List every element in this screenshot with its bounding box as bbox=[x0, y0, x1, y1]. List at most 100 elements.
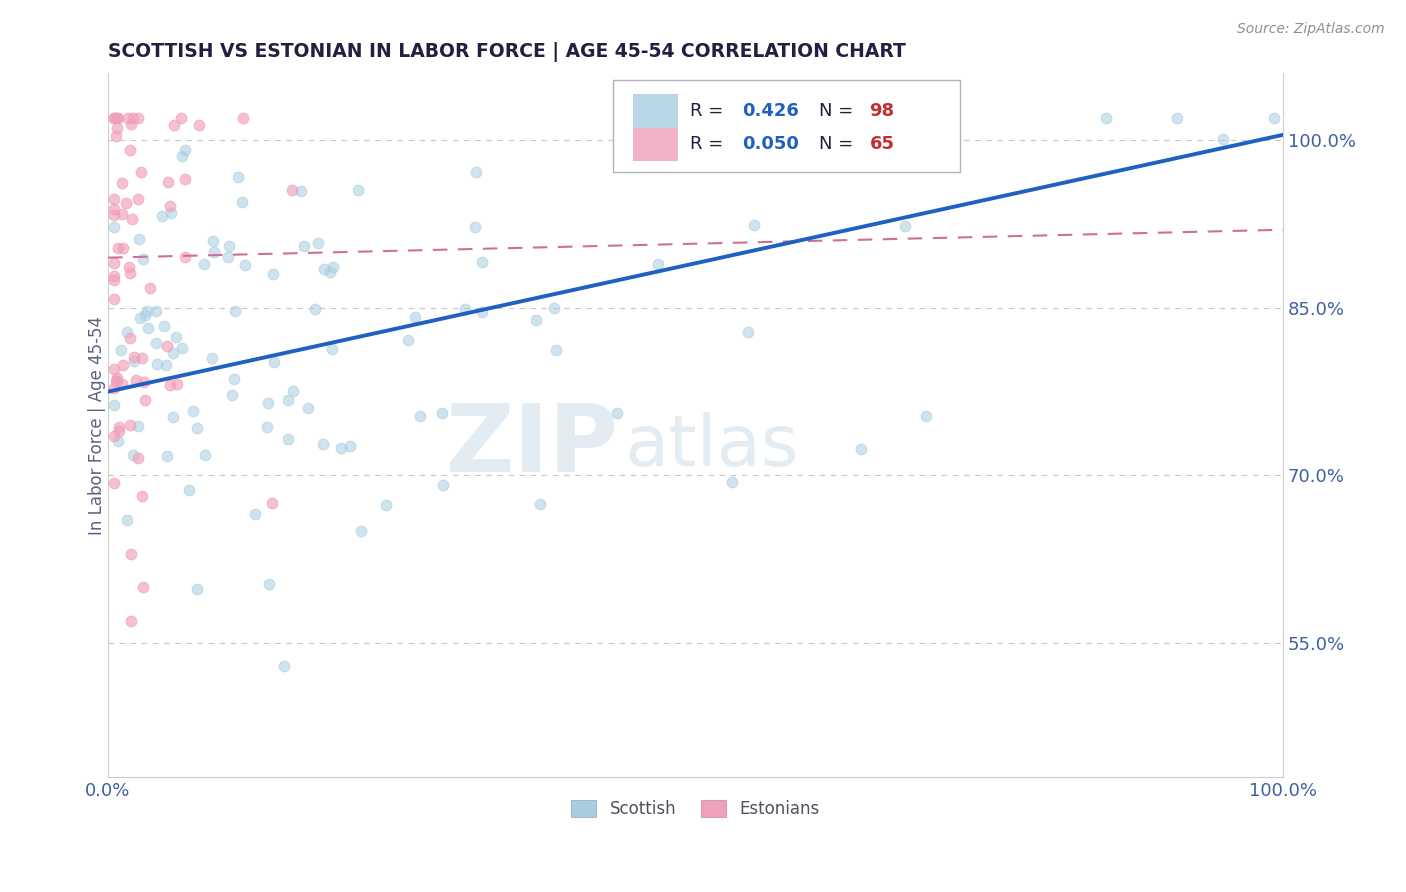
Point bbox=[312, 261, 335, 276]
Point bbox=[114, 196, 136, 211]
Point bbox=[156, 449, 179, 463]
Point bbox=[224, 304, 246, 318]
Point bbox=[396, 333, 419, 347]
Point bbox=[170, 341, 193, 355]
Point bbox=[221, 388, 243, 402]
Point bbox=[159, 377, 181, 392]
Point bbox=[404, 310, 426, 324]
Point bbox=[117, 111, 139, 125]
Point bbox=[103, 202, 125, 217]
Point bbox=[1263, 111, 1285, 125]
Point bbox=[115, 325, 138, 339]
Point bbox=[546, 343, 568, 358]
Point bbox=[464, 164, 486, 178]
Point bbox=[107, 434, 129, 449]
Point bbox=[103, 269, 125, 284]
Point bbox=[409, 409, 432, 424]
Point bbox=[262, 267, 284, 281]
Point bbox=[145, 336, 167, 351]
Point bbox=[127, 450, 149, 465]
Point bbox=[111, 241, 134, 255]
Text: Source: ZipAtlas.com: Source: ZipAtlas.com bbox=[1237, 22, 1385, 37]
Text: N =: N = bbox=[818, 136, 859, 153]
Point bbox=[218, 239, 240, 253]
Point bbox=[120, 117, 142, 131]
Point bbox=[145, 304, 167, 318]
Point bbox=[105, 374, 128, 388]
Point bbox=[350, 524, 373, 539]
Point bbox=[245, 507, 267, 521]
Point bbox=[166, 376, 188, 391]
Point bbox=[105, 129, 128, 144]
Point bbox=[1094, 111, 1116, 125]
Point bbox=[103, 381, 125, 395]
Point bbox=[188, 119, 211, 133]
Point bbox=[430, 406, 453, 420]
Point bbox=[160, 206, 183, 220]
Text: ZIP: ZIP bbox=[446, 401, 619, 492]
Point bbox=[339, 438, 361, 452]
Point bbox=[139, 280, 162, 294]
Point bbox=[256, 419, 278, 434]
Point bbox=[136, 304, 159, 318]
Point bbox=[146, 357, 169, 371]
Point bbox=[179, 483, 201, 497]
Text: R =: R = bbox=[689, 136, 728, 153]
Point bbox=[122, 351, 145, 365]
Point bbox=[104, 374, 127, 388]
Point bbox=[118, 417, 141, 432]
Point bbox=[136, 320, 159, 334]
Point bbox=[122, 354, 145, 368]
Text: R =: R = bbox=[689, 102, 728, 120]
Point bbox=[181, 403, 204, 417]
Point bbox=[131, 488, 153, 502]
Point bbox=[105, 111, 128, 125]
Point bbox=[127, 419, 149, 434]
Point bbox=[471, 255, 494, 269]
Point bbox=[849, 442, 872, 457]
Point bbox=[110, 343, 132, 357]
Point bbox=[915, 409, 938, 423]
Point bbox=[134, 392, 156, 407]
Point bbox=[233, 258, 256, 272]
Point bbox=[226, 169, 249, 184]
Point bbox=[128, 232, 150, 246]
Point bbox=[103, 111, 125, 125]
Point bbox=[432, 478, 454, 492]
Point bbox=[155, 358, 177, 372]
Point bbox=[321, 342, 343, 356]
Point bbox=[174, 250, 197, 264]
Point bbox=[105, 111, 128, 125]
Point bbox=[1166, 111, 1188, 125]
Point bbox=[606, 407, 628, 421]
Point bbox=[173, 144, 195, 158]
Point bbox=[165, 329, 187, 343]
Point bbox=[121, 547, 143, 561]
Point bbox=[153, 318, 176, 333]
Text: N =: N = bbox=[818, 102, 859, 120]
Point bbox=[260, 496, 283, 510]
Point bbox=[132, 580, 155, 594]
Point bbox=[193, 257, 215, 271]
Point bbox=[224, 372, 246, 386]
Text: 0.426: 0.426 bbox=[742, 102, 800, 120]
Point bbox=[134, 308, 156, 322]
Point bbox=[543, 301, 565, 315]
Point bbox=[124, 373, 146, 387]
Point bbox=[329, 441, 352, 455]
Point bbox=[232, 111, 254, 125]
Point bbox=[257, 396, 280, 410]
Point bbox=[454, 301, 477, 316]
Point bbox=[464, 219, 486, 234]
Point bbox=[103, 208, 125, 222]
Point bbox=[121, 111, 143, 125]
Point bbox=[105, 121, 128, 136]
Point bbox=[118, 266, 141, 280]
Bar bbox=[633, 94, 678, 128]
Point bbox=[121, 614, 143, 628]
Point bbox=[103, 476, 125, 491]
Point bbox=[720, 475, 742, 489]
Point bbox=[118, 331, 141, 345]
Point bbox=[107, 424, 129, 438]
Point bbox=[170, 149, 193, 163]
